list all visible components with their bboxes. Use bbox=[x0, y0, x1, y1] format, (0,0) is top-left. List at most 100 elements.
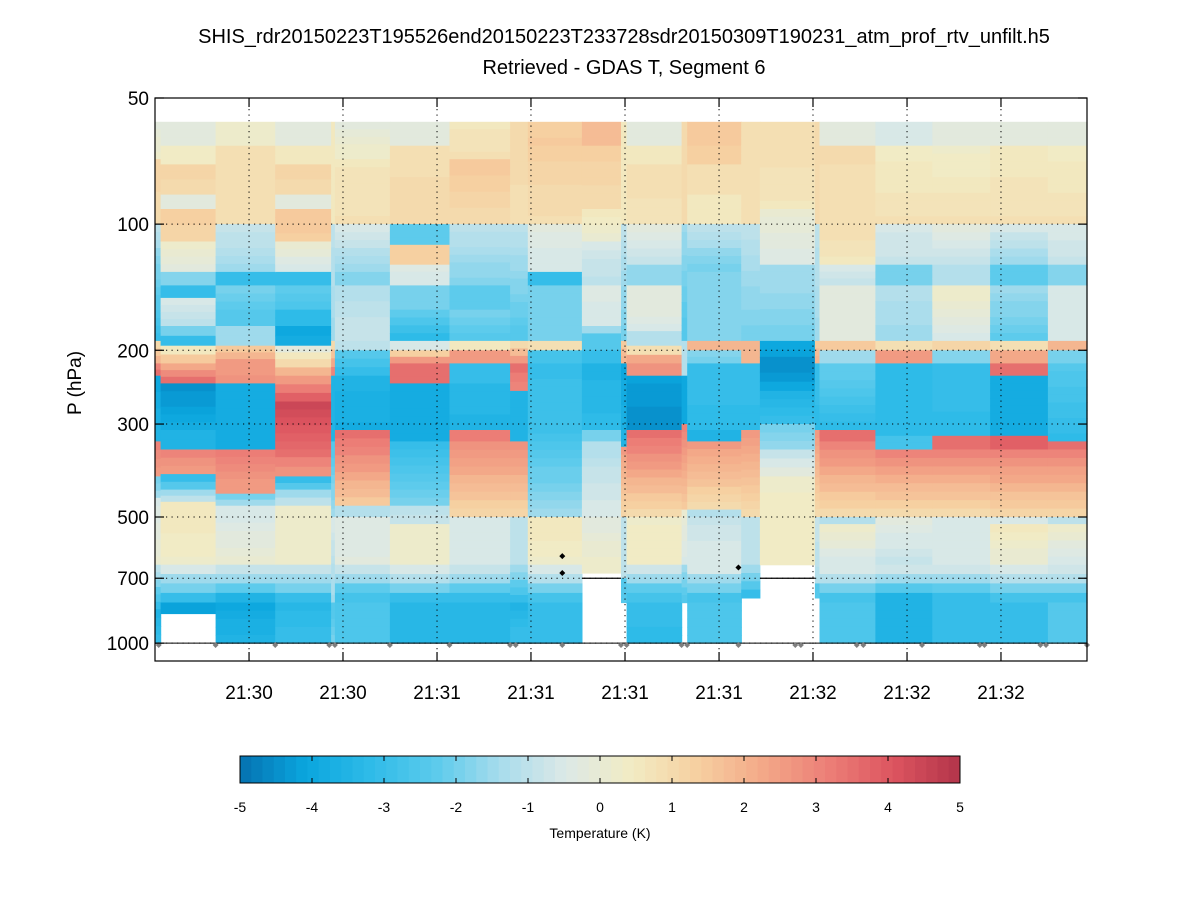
heatmap-cell bbox=[875, 574, 933, 584]
heatmap-cell bbox=[990, 325, 1049, 334]
heatmap-cell bbox=[932, 449, 991, 459]
heatmap-cell bbox=[875, 309, 933, 318]
heatmap-cell bbox=[621, 413, 628, 423]
heatmap-cell bbox=[275, 392, 332, 403]
heatmap-cell bbox=[581, 177, 622, 186]
heatmap-cell bbox=[759, 240, 816, 250]
heatmap-cell bbox=[215, 539, 276, 549]
heatmap-cell bbox=[626, 285, 683, 295]
heatmap-cell bbox=[334, 293, 391, 302]
heatmap-cell bbox=[875, 564, 933, 575]
heatmap-cell bbox=[626, 461, 683, 471]
heatmap-cell bbox=[331, 594, 336, 604]
heatmap-cell bbox=[1047, 264, 1088, 273]
heatmap-cell bbox=[581, 441, 622, 451]
heatmap-cell bbox=[741, 255, 761, 264]
colorbar-tick-label: 3 bbox=[812, 799, 820, 815]
heatmap-cell bbox=[819, 155, 876, 165]
heatmap-cell bbox=[527, 256, 583, 265]
heatmap-cell bbox=[389, 192, 451, 202]
heatmap-cell bbox=[334, 391, 391, 400]
heatmap-cell bbox=[155, 348, 162, 357]
colorbar-cell bbox=[858, 756, 871, 783]
heatmap-cell bbox=[527, 177, 583, 186]
heatmap-cell bbox=[621, 380, 628, 389]
heatmap-cell bbox=[334, 317, 391, 326]
heatmap-cell bbox=[155, 271, 162, 281]
heatmap-cell bbox=[527, 410, 583, 419]
heatmap-cell bbox=[990, 240, 1049, 250]
heatmap-cell bbox=[510, 333, 529, 342]
heatmap-cell bbox=[215, 285, 276, 295]
heatmap-cell bbox=[510, 255, 529, 264]
heatmap-cell bbox=[621, 555, 628, 564]
heatmap-cell bbox=[814, 278, 821, 287]
heatmap-cell bbox=[1047, 121, 1088, 131]
heatmap-cell bbox=[215, 192, 276, 202]
heatmap-cell bbox=[155, 609, 162, 619]
heatmap-cell bbox=[510, 192, 529, 202]
heatmap-cell bbox=[621, 145, 628, 154]
heatmap-cell bbox=[990, 548, 1049, 558]
heatmap-cell bbox=[1047, 208, 1088, 217]
heatmap-cell bbox=[932, 500, 991, 510]
heatmap-cell bbox=[275, 409, 332, 418]
heatmap-cell bbox=[389, 317, 451, 326]
heatmap-cell bbox=[334, 159, 391, 168]
heatmap-cell bbox=[626, 301, 683, 311]
heatmap-cell bbox=[759, 216, 816, 226]
heatmap-cell bbox=[621, 216, 628, 225]
heatmap-cell bbox=[331, 309, 336, 319]
heatmap-cell bbox=[331, 500, 336, 510]
colorbar-cell bbox=[847, 756, 860, 783]
heatmap-cell bbox=[275, 505, 332, 515]
heatmap-cell bbox=[510, 610, 529, 620]
marker-gray bbox=[512, 641, 519, 648]
heatmap-cell bbox=[331, 367, 336, 377]
heatmap-cell bbox=[449, 414, 511, 423]
heatmap-cell bbox=[215, 449, 276, 458]
marker-gray bbox=[446, 641, 453, 648]
heatmap-cell bbox=[681, 161, 688, 170]
heatmap-cell bbox=[1047, 271, 1088, 280]
heatmap-cell bbox=[990, 264, 1049, 273]
heatmap-cell bbox=[389, 532, 451, 541]
heatmap-cell bbox=[621, 462, 628, 471]
heatmap-cell bbox=[331, 433, 336, 442]
heatmap-cell bbox=[990, 375, 1049, 384]
heatmap-cell bbox=[449, 254, 511, 263]
heatmap-cell bbox=[160, 249, 217, 258]
heatmap-cell bbox=[626, 564, 683, 575]
heatmap-cell bbox=[215, 383, 276, 393]
heatmap-cell bbox=[932, 427, 991, 437]
marker-gray bbox=[797, 641, 804, 648]
heatmap-cell bbox=[334, 240, 391, 249]
heatmap-cell bbox=[275, 129, 332, 139]
heatmap-cell bbox=[581, 137, 622, 147]
heatmap-cell bbox=[331, 294, 336, 303]
heatmap-cell bbox=[932, 333, 991, 342]
heatmap-cell bbox=[389, 505, 451, 516]
heatmap-cell bbox=[155, 467, 162, 477]
heatmap-cell bbox=[215, 352, 276, 360]
heatmap-cell bbox=[1047, 386, 1088, 396]
heatmap-cell bbox=[215, 169, 276, 178]
heatmap-cell bbox=[275, 293, 332, 303]
colorbar-cell bbox=[352, 756, 365, 783]
heatmap-cell bbox=[814, 169, 821, 178]
heatmap-cell bbox=[990, 635, 1049, 644]
heatmap-cell bbox=[621, 340, 628, 349]
heatmap-cell bbox=[527, 564, 583, 575]
heatmap-cell bbox=[510, 441, 529, 451]
heatmap-cell bbox=[510, 517, 529, 526]
heatmap-cell bbox=[334, 358, 391, 368]
heatmap-cell bbox=[1047, 317, 1088, 326]
heatmap-cell bbox=[814, 184, 821, 194]
heatmap-cell bbox=[687, 145, 742, 156]
heatmap-cell bbox=[932, 208, 991, 217]
heatmap-cell bbox=[814, 231, 821, 241]
x-tick-label: 21:31 bbox=[413, 683, 461, 704]
heatmap-cell bbox=[819, 635, 876, 644]
heatmap-cell bbox=[626, 383, 683, 392]
colorbar-cell bbox=[915, 756, 927, 783]
